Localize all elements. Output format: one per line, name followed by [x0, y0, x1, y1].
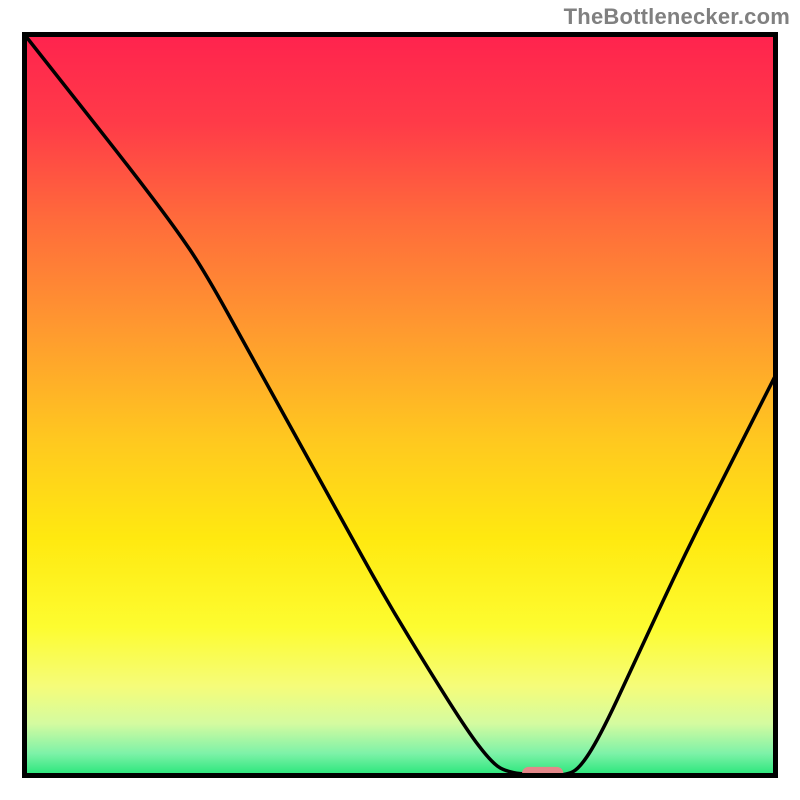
- bottleneck-chart: [0, 0, 800, 800]
- watermark-text: TheBottlenecker.com: [564, 4, 790, 30]
- chart-container: TheBottlenecker.com: [0, 0, 800, 800]
- plot-background: [25, 35, 776, 776]
